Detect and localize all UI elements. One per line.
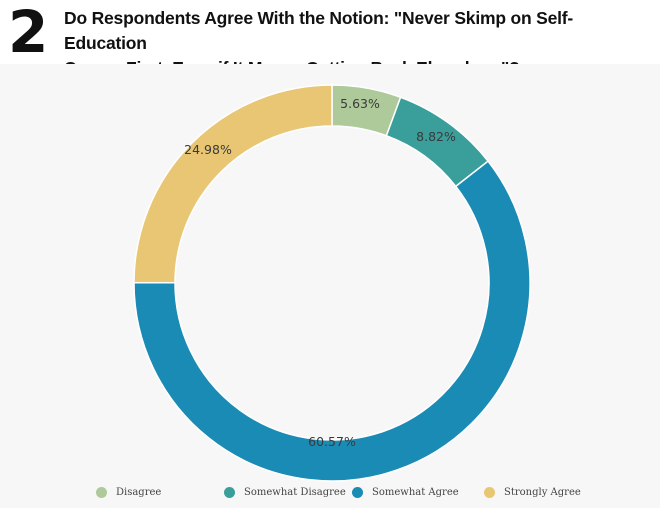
legend-swatch-somewhat-agree: [352, 486, 363, 498]
legend-label-somewhat-disagree: Somewhat Disagree: [244, 486, 346, 498]
legend: Disagree Somewhat Disagree Somewhat Agre…: [0, 483, 660, 501]
slice-somewhat-agree: [133, 160, 531, 482]
legend-item-disagree: Disagree: [96, 483, 161, 501]
chart-panel: [0, 64, 660, 508]
legend-item-strongly-agree: Strongly Agree: [484, 483, 581, 501]
data-label-somewhat-agree: 60.57%: [308, 434, 356, 449]
slice-strongly-agree: [133, 84, 333, 284]
legend-label-somewhat-agree: Somewhat Agree: [372, 486, 459, 498]
legend-swatch-disagree: [96, 486, 107, 498]
data-label-strongly-agree: 24.98%: [184, 142, 232, 157]
legend-label-strongly-agree: Strongly Agree: [504, 486, 581, 498]
legend-item-somewhat-agree: Somewhat Agree: [352, 483, 459, 501]
figure-number: 2: [8, 0, 49, 66]
data-label-somewhat-disagree: 8.82%: [416, 129, 456, 144]
legend-swatch-strongly-agree: [484, 486, 495, 498]
legend-label-disagree: Disagree: [116, 486, 162, 498]
data-label-disagree: 5.63%: [340, 96, 380, 111]
chart-title-line-1: Do Respondents Agree With the Notion: "N…: [64, 8, 574, 53]
legend-item-somewhat-disagree: Somewhat Disagree: [224, 483, 346, 501]
legend-swatch-somewhat-disagree: [224, 486, 235, 498]
figure-header: 2 Do Respondents Agree With the Notion: …: [0, 0, 660, 78]
